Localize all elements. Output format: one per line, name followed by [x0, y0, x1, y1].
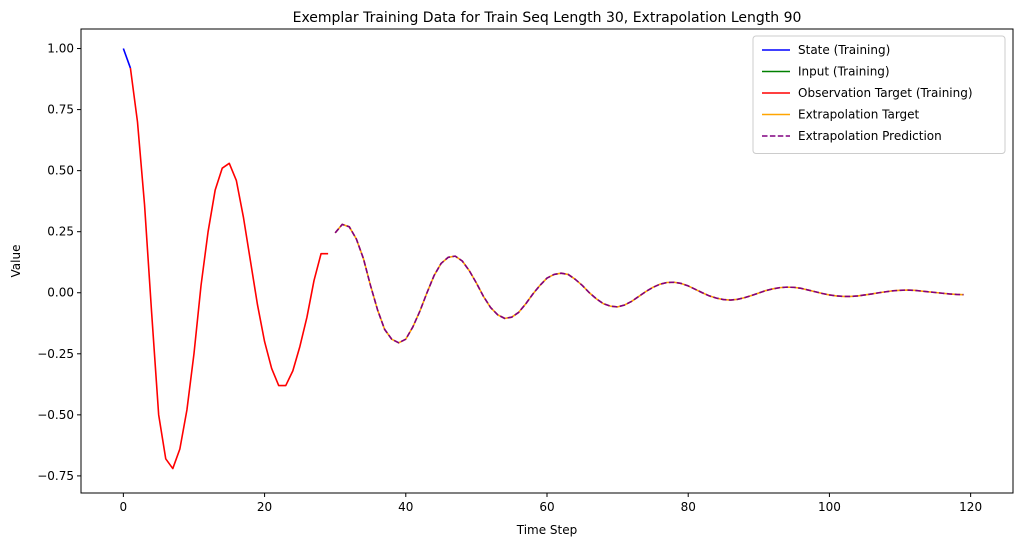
legend-entry: Extrapolation Target [798, 108, 920, 122]
x-axis: 0 20 40 60 80 100 120 [120, 493, 982, 514]
x-tick-label: 40 [398, 500, 413, 514]
legend-entry: Input (Training) [798, 65, 890, 79]
plot-area [122, 48, 964, 470]
x-tick-label: 120 [959, 500, 982, 514]
y-tick-label: 0.00 [47, 286, 74, 300]
y-tick-label: 1.00 [47, 42, 74, 56]
series-line-5 [334, 223, 964, 344]
legend-entry: Extrapolation Prediction [798, 129, 942, 143]
chart-title: Exemplar Training Data for Train Seq Len… [293, 10, 802, 26]
y-axis: −0.75 −0.50 −0.25 0.00 0.25 0.50 0.75 1.00 [37, 42, 81, 483]
x-tick-label: 80 [681, 500, 696, 514]
y-tick-label: −0.25 [37, 347, 74, 361]
y-tick-label: 0.75 [47, 103, 74, 117]
series-line-3 [129, 67, 329, 470]
y-tick-label: 0.50 [47, 164, 74, 178]
legend-box [752, 35, 1006, 154]
legend-entry: Observation Target (Training) [798, 86, 973, 100]
x-tick-label: 100 [818, 500, 841, 514]
y-tick-label: 0.25 [47, 225, 74, 239]
x-tick-label: 20 [257, 500, 272, 514]
legend-entry: State (Training) [798, 43, 890, 57]
legend: State (Training) Input (Training) Observat… [752, 35, 1006, 154]
x-axis-label: Time Step [516, 523, 578, 537]
x-tick-label: 0 [120, 500, 128, 514]
series-line-1 [122, 48, 132, 69]
y-tick-label: −0.75 [37, 469, 74, 483]
y-tick-label: −0.50 [37, 408, 74, 422]
y-axis-label: Value [9, 245, 23, 278]
x-tick-label: 60 [539, 500, 554, 514]
